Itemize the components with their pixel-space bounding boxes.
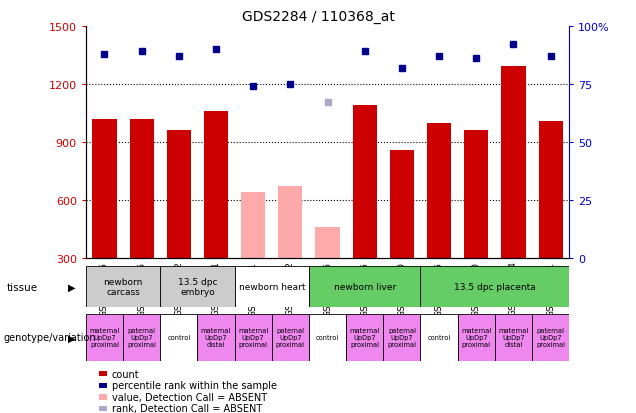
Bar xyxy=(501,67,525,258)
Bar xyxy=(532,314,569,361)
Text: value, Detection Call = ABSENT: value, Detection Call = ABSENT xyxy=(112,392,267,402)
Text: 13.5 dpc placenta: 13.5 dpc placenta xyxy=(454,282,536,292)
Bar xyxy=(197,314,235,361)
Bar xyxy=(464,131,488,258)
Bar xyxy=(204,112,228,258)
Bar xyxy=(86,266,160,308)
Bar xyxy=(279,187,303,258)
Text: maternal
UpDp7
proximal: maternal UpDp7 proximal xyxy=(238,328,268,348)
Text: newborn
carcass: newborn carcass xyxy=(104,278,142,297)
Text: paternal
UpDp7
proximal: paternal UpDp7 proximal xyxy=(276,328,305,348)
Text: maternal
UpDp7
proximal: maternal UpDp7 proximal xyxy=(350,328,380,348)
Text: control: control xyxy=(316,335,339,341)
Bar xyxy=(130,119,154,258)
Text: maternal
UpDp7
proximal: maternal UpDp7 proximal xyxy=(461,328,492,348)
Bar xyxy=(352,106,377,258)
Bar xyxy=(495,314,532,361)
Text: ▶: ▶ xyxy=(67,282,75,292)
Text: newborn heart: newborn heart xyxy=(238,282,305,292)
Text: 13.5 dpc
embryo: 13.5 dpc embryo xyxy=(177,278,217,297)
Bar xyxy=(539,121,563,258)
Text: GDS2284 / 110368_at: GDS2284 / 110368_at xyxy=(242,10,394,24)
Bar xyxy=(427,123,451,258)
Text: control: control xyxy=(167,335,190,341)
Text: paternal
UpDp7
proximal: paternal UpDp7 proximal xyxy=(127,328,156,348)
Bar xyxy=(272,314,309,361)
Bar xyxy=(235,314,272,361)
Bar xyxy=(235,266,309,308)
Bar xyxy=(160,266,235,308)
Text: rank, Detection Call = ABSENT: rank, Detection Call = ABSENT xyxy=(112,404,262,413)
Bar xyxy=(315,227,340,258)
Text: genotype/variation: genotype/variation xyxy=(3,332,96,343)
Bar xyxy=(420,314,458,361)
Text: control: control xyxy=(427,335,451,341)
Text: maternal
UpDp7
proximal: maternal UpDp7 proximal xyxy=(89,328,120,348)
Text: paternal
UpDp7
proximal: paternal UpDp7 proximal xyxy=(387,328,417,348)
Text: ▶: ▶ xyxy=(67,332,75,343)
Text: maternal
UpDp7
distal: maternal UpDp7 distal xyxy=(499,328,529,348)
Text: maternal
UpDp7
distal: maternal UpDp7 distal xyxy=(201,328,231,348)
Text: count: count xyxy=(112,369,139,379)
Bar xyxy=(86,314,123,361)
Bar xyxy=(167,131,191,258)
Text: paternal
UpDp7
proximal: paternal UpDp7 proximal xyxy=(536,328,565,348)
Bar xyxy=(309,314,346,361)
Bar xyxy=(390,150,414,258)
Bar xyxy=(458,314,495,361)
Bar xyxy=(92,119,116,258)
Text: percentile rank within the sample: percentile rank within the sample xyxy=(112,380,277,390)
Bar xyxy=(123,314,160,361)
Bar xyxy=(346,314,384,361)
Bar xyxy=(241,192,265,258)
Bar xyxy=(160,314,197,361)
Text: tissue: tissue xyxy=(6,282,38,292)
Bar xyxy=(309,266,420,308)
Bar xyxy=(420,266,569,308)
Bar xyxy=(384,314,420,361)
Text: newborn liver: newborn liver xyxy=(334,282,396,292)
